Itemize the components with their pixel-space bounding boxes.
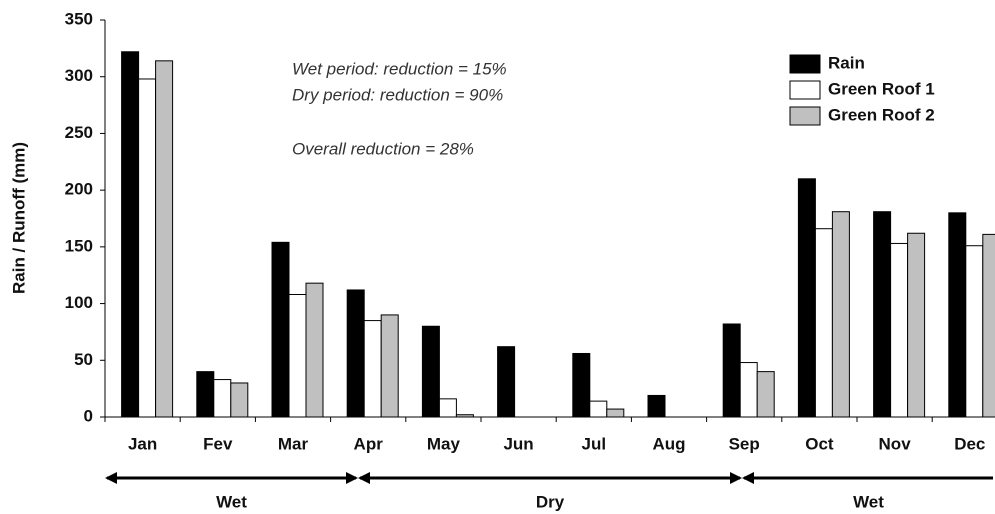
legend-swatch: [789, 54, 821, 74]
bar: [288, 293, 307, 418]
x-tick-label: Jul: [582, 434, 607, 453]
y-tick-label: 300: [65, 66, 93, 85]
x-tick-label: Aug: [652, 434, 685, 453]
bar: [606, 408, 625, 418]
arrow-head: [346, 472, 358, 484]
bar: [438, 398, 457, 418]
x-tick-label: Oct: [805, 434, 834, 453]
arrow-head: [730, 472, 742, 484]
y-tick-label: 350: [65, 9, 93, 28]
y-tick-label: 50: [74, 350, 93, 369]
x-tick-label: Fev: [203, 434, 233, 453]
bar: [572, 352, 591, 418]
bar: [756, 371, 775, 418]
bar: [121, 51, 140, 418]
y-tick-label: 250: [65, 123, 93, 142]
bar: [873, 211, 892, 418]
x-tick-label: Apr: [354, 434, 384, 453]
bar: [907, 232, 926, 418]
bar: [363, 320, 382, 418]
bar: [965, 245, 984, 418]
bar: [814, 228, 833, 418]
bar: [982, 233, 995, 418]
bar: [797, 178, 816, 418]
bar: [421, 325, 440, 418]
annotation: Dry period: reduction = 90%: [292, 85, 503, 104]
bar: [722, 323, 741, 418]
annotation: Overall reduction = 28%: [292, 139, 474, 158]
annotation: Wet period: reduction = 15%: [292, 59, 507, 78]
bar: [271, 241, 290, 418]
legend-label: Green Roof 2: [828, 105, 935, 124]
x-tick-label: Mar: [278, 434, 309, 453]
bar: [213, 379, 232, 418]
legend-swatch: [789, 106, 821, 126]
x-tick-label: Sep: [729, 434, 760, 453]
arrow-head: [742, 472, 754, 484]
bar: [138, 78, 157, 418]
bar: [589, 400, 608, 418]
bar: [346, 289, 365, 418]
arrow-head: [358, 472, 370, 484]
legend-label: Rain: [828, 53, 865, 72]
bar: [455, 414, 474, 418]
bar: [739, 362, 758, 418]
bar: [890, 242, 909, 418]
legend-swatch: [789, 80, 821, 100]
bar: [196, 371, 215, 418]
x-tick-label: Jun: [503, 434, 533, 453]
bar: [948, 212, 967, 418]
bar: [497, 346, 516, 418]
y-axis-label: Rain / Runoff (mm): [9, 142, 28, 294]
bar: [647, 394, 666, 418]
period-label: Wet: [853, 492, 884, 511]
y-tick-label: 0: [84, 406, 93, 425]
y-tick-label: 100: [65, 293, 93, 312]
x-tick-label: Jan: [128, 434, 157, 453]
y-tick-label: 150: [65, 236, 93, 255]
period-label: Wet: [216, 492, 247, 511]
arrow-head: [105, 472, 117, 484]
bar: [831, 211, 850, 418]
bar: [230, 382, 249, 418]
bar: [380, 314, 399, 418]
bar: [305, 282, 324, 418]
bar: [155, 60, 174, 418]
period-label: Dry: [536, 492, 565, 511]
x-tick-label: Dec: [954, 434, 985, 453]
x-tick-label: May: [427, 434, 461, 453]
y-tick-label: 200: [65, 180, 93, 199]
legend-label: Green Roof 1: [828, 79, 935, 98]
x-tick-label: Nov: [879, 434, 912, 453]
